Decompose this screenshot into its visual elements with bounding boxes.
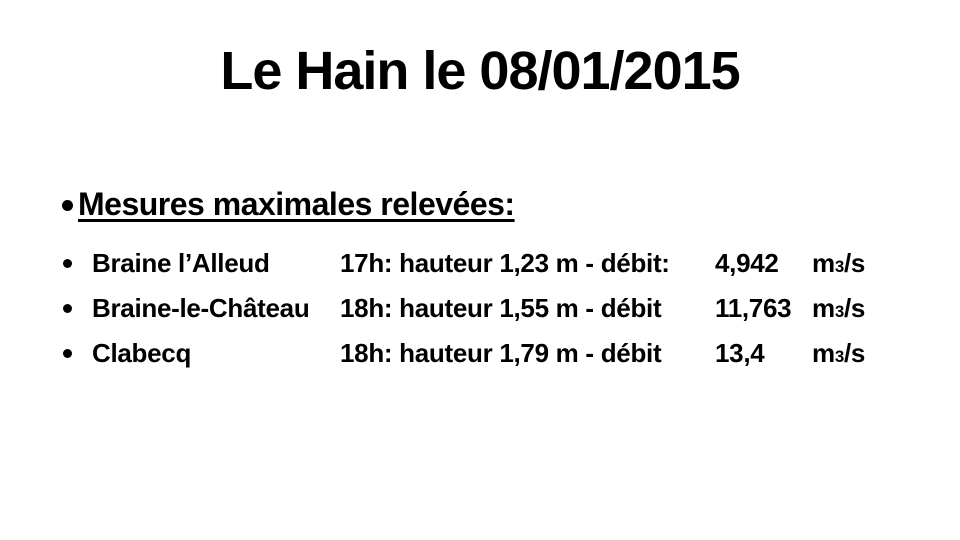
station-name: Braine l’Alleud xyxy=(92,248,270,278)
unit-rest: /s xyxy=(843,248,866,278)
unit-base: m xyxy=(812,293,835,323)
debit-value: 11,763 xyxy=(715,293,792,323)
unit-subscript: 3 xyxy=(834,302,844,321)
bullet-icon xyxy=(62,200,73,211)
list-item: Clabecq 18h: hauteur 1,79 m - débit 13,4… xyxy=(60,337,865,370)
measurement-details: 18h: hauteur 1,79 m - débit xyxy=(340,338,662,368)
unit-base: m xyxy=(812,338,835,368)
unit-base: m xyxy=(812,248,835,278)
section-heading: Mesures maximales relevées: xyxy=(78,186,515,222)
unit-label: m3/s xyxy=(812,247,865,280)
unit-subscript: 3 xyxy=(834,347,844,366)
bullet-icon xyxy=(63,259,72,268)
bullet-icon xyxy=(63,349,72,358)
list-item: Braine-le-Château 18h: hauteur 1,55 m - … xyxy=(60,292,865,325)
measurement-details: 18h: hauteur 1,55 m - débit xyxy=(340,293,662,323)
measurement-details: 17h: hauteur 1,23 m - débit: xyxy=(340,248,670,278)
bullet-icon xyxy=(63,304,72,313)
slide-title: Le Hain le 08/01/2015 xyxy=(220,41,740,101)
list-item-heading: Mesures maximales relevées: xyxy=(60,184,515,226)
unit-rest: /s xyxy=(843,338,866,368)
unit-label: m3/s xyxy=(812,292,865,325)
unit-subscript: 3 xyxy=(834,257,844,276)
unit-label: m3/s xyxy=(812,337,865,370)
debit-value: 13,4 xyxy=(715,338,765,368)
unit-rest: /s xyxy=(843,293,866,323)
list-item: Braine l’Alleud 17h: hauteur 1,23 m - dé… xyxy=(60,247,865,280)
station-name: Clabecq xyxy=(92,338,192,368)
debit-value: 4,942 xyxy=(715,248,779,278)
station-name: Braine-le-Château xyxy=(92,293,310,323)
